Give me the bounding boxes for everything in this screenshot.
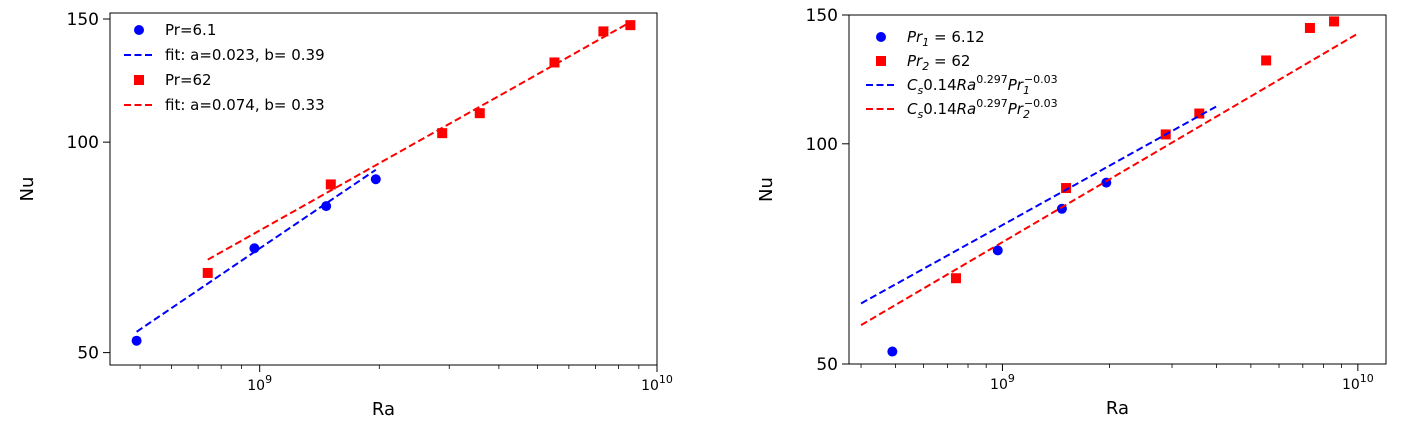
y-tick-label: 50 <box>77 344 99 364</box>
legend-square-swatch <box>876 56 886 66</box>
y-tick-label: 150 <box>806 6 838 26</box>
data-point <box>437 128 448 139</box>
x-tick-label: 109 <box>990 372 1015 393</box>
legend-square-swatch <box>134 75 144 85</box>
x-axis-label: Ra <box>1106 398 1129 419</box>
x-minor-ticks <box>860 364 1342 368</box>
data-point <box>202 267 213 278</box>
series-2 <box>136 168 377 333</box>
legend-circle-swatch <box>876 32 886 42</box>
data-point <box>325 179 336 190</box>
plot-frame <box>109 12 658 366</box>
series-4 <box>860 32 1359 327</box>
x-tick-label: 109 <box>247 373 272 394</box>
series-1 <box>131 174 381 346</box>
y-axis-label: Nu <box>17 177 38 202</box>
y-axis-label: Nu <box>756 177 777 202</box>
fit-line <box>136 168 377 333</box>
data-point <box>549 57 560 68</box>
data-point <box>1304 22 1315 33</box>
fit-line <box>860 105 1217 305</box>
data-point <box>950 273 961 284</box>
fit-line <box>860 32 1359 327</box>
legend-label: Cs0.14Ra0.297Pr2−0.03 <box>907 97 1058 121</box>
legend-label: Pr=6.1 <box>165 21 216 39</box>
data-point <box>131 335 142 346</box>
x-minor-ticks <box>139 365 640 369</box>
data-point <box>1061 183 1072 194</box>
data-point <box>1329 16 1340 27</box>
data-point <box>1261 55 1272 66</box>
y-tick-label: 150 <box>67 10 99 30</box>
chart-1: 109 1010 50 100 150 Ra Nu Pr=6.1 fit: a=0.023, b… <box>17 10 673 420</box>
series-3 <box>860 105 1217 305</box>
series-3 <box>202 20 636 278</box>
legend: Pr1 = 6.12 Pr2 = 62Cs0.14Ra0.297Pr1−0.03C… <box>866 28 1058 121</box>
data-point <box>992 245 1003 256</box>
fit-line <box>207 21 631 261</box>
series-4 <box>207 21 631 261</box>
data-point <box>1194 108 1205 119</box>
x-axis-label: Ra <box>372 399 395 420</box>
y-tick-label: 50 <box>816 355 838 375</box>
data-point <box>598 26 609 37</box>
x-tick-label: 1010 <box>1342 372 1374 393</box>
legend: Pr=6.1 fit: a=0.023, b= 0.39 Pr=62 fit: a=0… <box>124 21 325 114</box>
data-point <box>887 346 898 357</box>
legend-label: fit: a=0.074, b= 0.33 <box>165 96 325 114</box>
x-tick-label: 1010 <box>641 373 673 394</box>
legend-label: Pr=62 <box>165 71 212 89</box>
data-point <box>625 20 636 31</box>
legend-label: Cs0.14Ra0.297Pr1−0.03 <box>907 73 1058 97</box>
legend-label: Pr2 = 62 <box>907 52 970 73</box>
data-point <box>321 201 332 212</box>
series-2 <box>950 16 1340 284</box>
data-point <box>249 243 260 254</box>
legend-circle-swatch <box>134 25 144 35</box>
data-point <box>370 174 381 185</box>
series-1 <box>887 177 1112 357</box>
y-tick-label: 100 <box>806 135 838 155</box>
y-tick-label: 100 <box>67 133 99 153</box>
plot-frame <box>848 14 1387 365</box>
data-point <box>474 108 485 119</box>
legend-label: fit: a=0.023, b= 0.39 <box>165 46 325 64</box>
legend-label: Pr1 = 6.12 <box>907 28 985 49</box>
